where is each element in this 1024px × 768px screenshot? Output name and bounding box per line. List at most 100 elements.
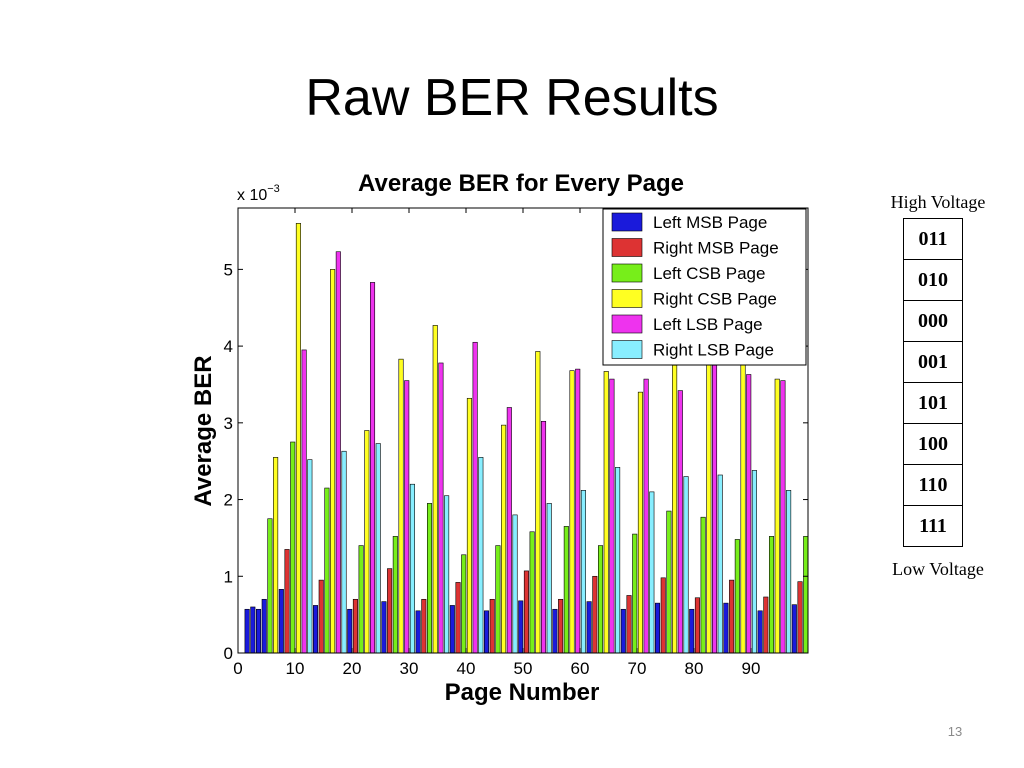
bar-97	[791, 604, 797, 654]
scale-base: x 10	[237, 187, 267, 204]
voltage-state: 100	[903, 423, 963, 465]
legend-box	[602, 208, 807, 366]
y-axis-label: Average BER	[190, 355, 217, 506]
bar-60	[580, 490, 586, 654]
bar-44	[489, 598, 495, 654]
bar-99	[803, 536, 809, 654]
x-tick-label: 80	[685, 659, 704, 678]
bar-84	[717, 474, 723, 654]
bar-77	[677, 390, 683, 654]
bar-32	[421, 598, 427, 654]
voltage-state: 010	[903, 259, 963, 301]
bar-35	[438, 362, 444, 654]
y-tick-label: 5	[224, 260, 233, 279]
voltage-row: 011	[903, 218, 963, 260]
bar-31	[415, 610, 421, 654]
bar-49	[518, 600, 524, 654]
bar-36	[444, 495, 450, 654]
bar-16	[330, 269, 336, 654]
bar-74	[660, 577, 666, 654]
bar-43	[483, 610, 490, 654]
bar-53	[540, 420, 547, 654]
bar-81	[700, 516, 706, 654]
bar-24	[375, 443, 381, 654]
bar-45	[495, 545, 501, 654]
bar-17	[335, 251, 341, 654]
bar-52	[535, 351, 541, 654]
legend: Left MSB Page Right MSB Page Left CSB Page…	[602, 208, 807, 366]
bar-33	[426, 503, 433, 654]
bar-59	[575, 368, 581, 654]
bar-76	[672, 364, 678, 654]
slide-title: Raw BER Results	[305, 69, 719, 127]
bar-80	[694, 597, 700, 654]
bar-89	[746, 374, 752, 654]
voltage-state: 000	[903, 300, 963, 342]
bar-63	[597, 545, 604, 654]
bar-68	[626, 595, 632, 654]
scale-exponent: −3	[267, 183, 280, 195]
bar-93	[768, 536, 775, 654]
x-tick-label: 30	[400, 659, 419, 678]
bar-38	[455, 582, 461, 654]
bar-40	[466, 397, 472, 654]
voltage-row: 100	[903, 423, 963, 465]
axis-scale-label: x 10−3	[237, 183, 280, 204]
bar-88	[740, 361, 746, 654]
bar-9	[290, 441, 296, 654]
bar-61	[586, 601, 592, 654]
x-tick-label: 10	[286, 659, 305, 678]
bar-34	[432, 325, 438, 654]
bar-58	[569, 370, 575, 654]
voltage-state: 011	[903, 218, 963, 260]
bar-23	[369, 282, 376, 654]
chart-title: Average BER for Every Page	[358, 170, 684, 197]
bar-47	[506, 407, 512, 654]
bar-3	[255, 608, 262, 654]
bar-28	[398, 358, 404, 654]
y-tick-label: 0	[224, 644, 233, 663]
bar-8	[284, 549, 290, 654]
bar-18	[341, 450, 347, 654]
legend-entry: Left LSB Page	[653, 315, 763, 334]
voltage-state: 110	[903, 464, 963, 506]
bar-37	[449, 605, 455, 654]
bar-26	[387, 568, 393, 654]
bar-1	[244, 608, 250, 654]
voltage-row: 111	[903, 505, 963, 547]
bar-57	[563, 526, 569, 654]
voltage-state: 101	[903, 382, 963, 424]
bar-39	[461, 554, 467, 654]
legend-swatch	[611, 238, 643, 257]
bar-21	[358, 545, 364, 654]
x-tick-label: 40	[457, 659, 476, 678]
bar-82	[706, 353, 712, 654]
x-tick-label: 60	[571, 659, 590, 678]
voltage-state-table: 011 010 000 001 101 100 110 111	[903, 218, 963, 547]
x-tick-label: 50	[514, 659, 533, 678]
bar-50	[523, 570, 529, 654]
bar-90	[751, 470, 757, 654]
slide-page-number: 13	[947, 724, 963, 739]
legend-swatch	[611, 340, 643, 359]
bar-65	[609, 378, 615, 654]
x-tick-label: 0	[233, 659, 242, 678]
voltage-state: 111	[903, 505, 963, 547]
bar-78	[683, 476, 689, 654]
x-axis-label: Page Number	[445, 679, 600, 706]
bar-75	[666, 510, 672, 654]
bar-41	[472, 341, 478, 654]
bar-11	[301, 349, 307, 654]
bar-13	[312, 605, 319, 654]
bar-2	[250, 606, 256, 654]
bar-22	[364, 430, 370, 654]
bar-83	[711, 364, 718, 654]
bar-25	[381, 601, 387, 654]
bar-46	[501, 424, 507, 654]
bar-66	[615, 467, 621, 654]
bar-27	[392, 536, 398, 654]
legend-entry: Right LSB Page	[653, 341, 774, 360]
legend-swatch	[611, 314, 643, 334]
voltage-state: 001	[903, 341, 963, 383]
